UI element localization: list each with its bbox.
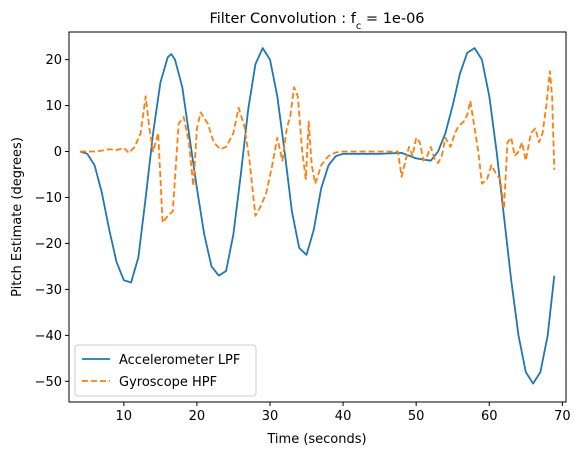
x-tick-label: 20 — [189, 409, 206, 424]
y-axis-label: Pitch Estimate (degrees) — [10, 137, 25, 297]
plot-area — [79, 47, 556, 385]
chart-title: Filter Convolution : fc = 1e-06 — [209, 11, 424, 32]
legend-label-accelerometer: Accelerometer LPF — [119, 353, 240, 368]
x-tick-label: 40 — [335, 409, 352, 424]
y-tick-label: −30 — [35, 283, 62, 298]
series-line-gyroscope-hpf — [80, 70, 556, 224]
x-tick-label: 50 — [408, 409, 425, 424]
x-axis: 10 20 30 40 50 60 70 — [116, 402, 571, 424]
y-tick-label: 10 — [45, 99, 62, 114]
y-axis: 20 10 0 −10 −20 −30 −40 −50 — [35, 53, 69, 390]
x-tick-label: 60 — [481, 409, 498, 424]
x-tick-label: 30 — [262, 409, 279, 424]
y-tick-label: −10 — [35, 191, 62, 206]
y-tick-label: −20 — [35, 237, 62, 252]
plot-frame — [68, 31, 567, 403]
legend-label-gyroscope: Gyroscope HPF — [119, 375, 217, 390]
y-tick-label: 20 — [45, 53, 62, 68]
y-tick-label: −40 — [35, 329, 62, 344]
x-tick-label: 70 — [554, 409, 571, 424]
y-tick-label: 0 — [54, 145, 62, 160]
legend: Accelerometer LPF Gyroscope HPF — [74, 344, 257, 397]
series-line-accelerometer-lpf — [79, 47, 556, 385]
y-tick-label: −50 — [35, 375, 62, 390]
title-subscript: c — [356, 21, 362, 32]
x-tick-label: 10 — [116, 409, 133, 424]
x-axis-label: Time (seconds) — [266, 432, 366, 447]
legend-box — [74, 344, 257, 397]
